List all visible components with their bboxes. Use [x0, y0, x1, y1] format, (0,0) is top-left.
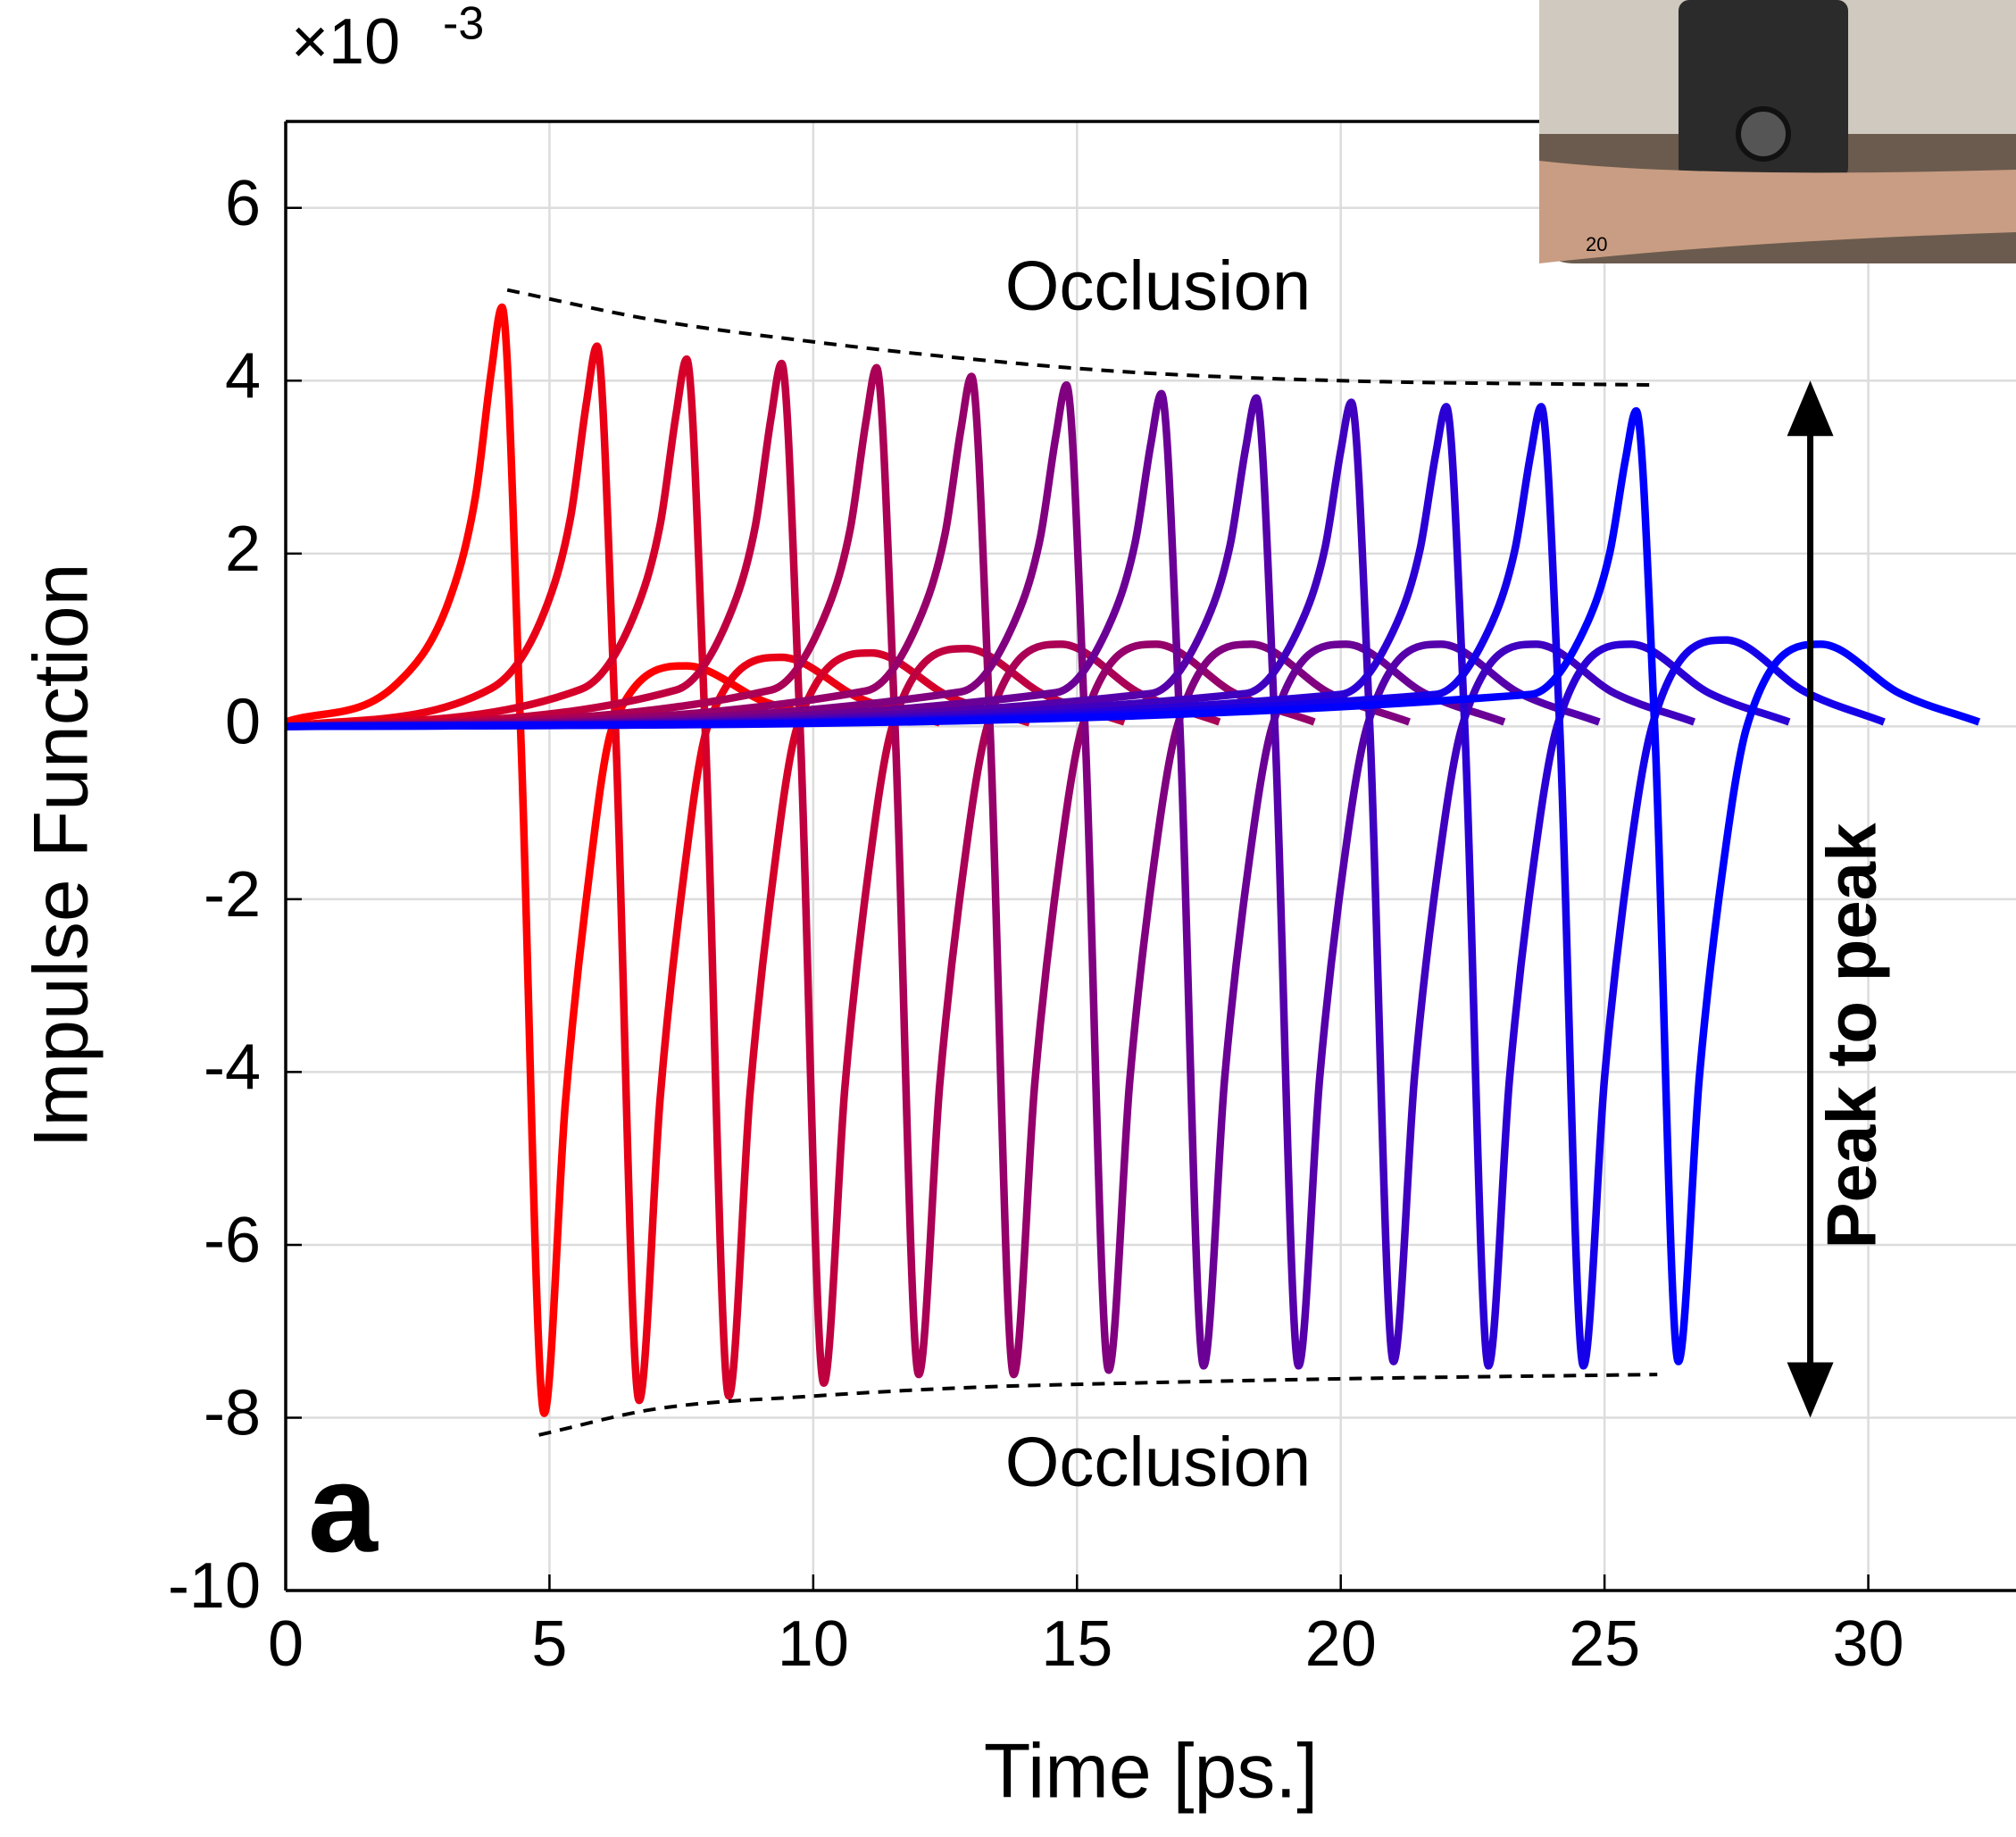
y-tick-label: 6 — [225, 168, 261, 239]
inset-photo: 20 — [1539, 0, 2016, 263]
panel-label: a — [308, 1438, 379, 1578]
y-tick-label: -4 — [204, 1031, 261, 1103]
inset-device — [1679, 0, 1848, 179]
x-tick-label: 5 — [531, 1608, 567, 1680]
line-series — [286, 342, 941, 1405]
inset-arm — [1539, 161, 2016, 263]
y-tick-label: -2 — [204, 859, 261, 931]
x-tick-label: 15 — [1041, 1608, 1112, 1680]
y-exponent: -3 — [443, 0, 484, 50]
y-tick-label: -6 — [204, 1205, 261, 1276]
envelope-line — [506, 288, 1658, 388]
annotation: Peak to peak — [1812, 822, 1891, 1249]
arrow-head — [1787, 380, 1834, 437]
x-tick-label: 20 — [1305, 1608, 1377, 1680]
y-tick-label: 0 — [225, 686, 261, 757]
y-tick-label: -10 — [168, 1550, 261, 1622]
y-tick-label: -8 — [204, 1377, 261, 1449]
y-axis-label: Impulse Function — [19, 564, 104, 1148]
y-tick-label: 4 — [225, 340, 261, 412]
annotation: Occlusion — [1005, 246, 1311, 325]
line-series — [286, 355, 1031, 1400]
plot-area — [286, 288, 1981, 1437]
x-tick-label: 30 — [1833, 1608, 1904, 1680]
line-series — [286, 406, 1981, 1365]
line-series — [286, 372, 1316, 1379]
y-multiplier: ×10 — [291, 6, 400, 78]
line-series — [286, 398, 1696, 1365]
line-series — [286, 359, 1126, 1388]
envelope-line — [538, 1373, 1658, 1437]
annotation: Occlusion — [1005, 1423, 1311, 1501]
y-tick-label: 2 — [225, 514, 261, 585]
inset-lens — [1736, 106, 1791, 162]
x-axis-label: Time [ps.] — [984, 1729, 1318, 1815]
inset-label: 20 — [1586, 233, 1607, 255]
arrow-head — [1787, 1362, 1834, 1418]
x-tick-label: 25 — [1569, 1608, 1640, 1680]
x-tick-label: 10 — [778, 1608, 849, 1680]
x-tick-label: 0 — [268, 1608, 304, 1680]
